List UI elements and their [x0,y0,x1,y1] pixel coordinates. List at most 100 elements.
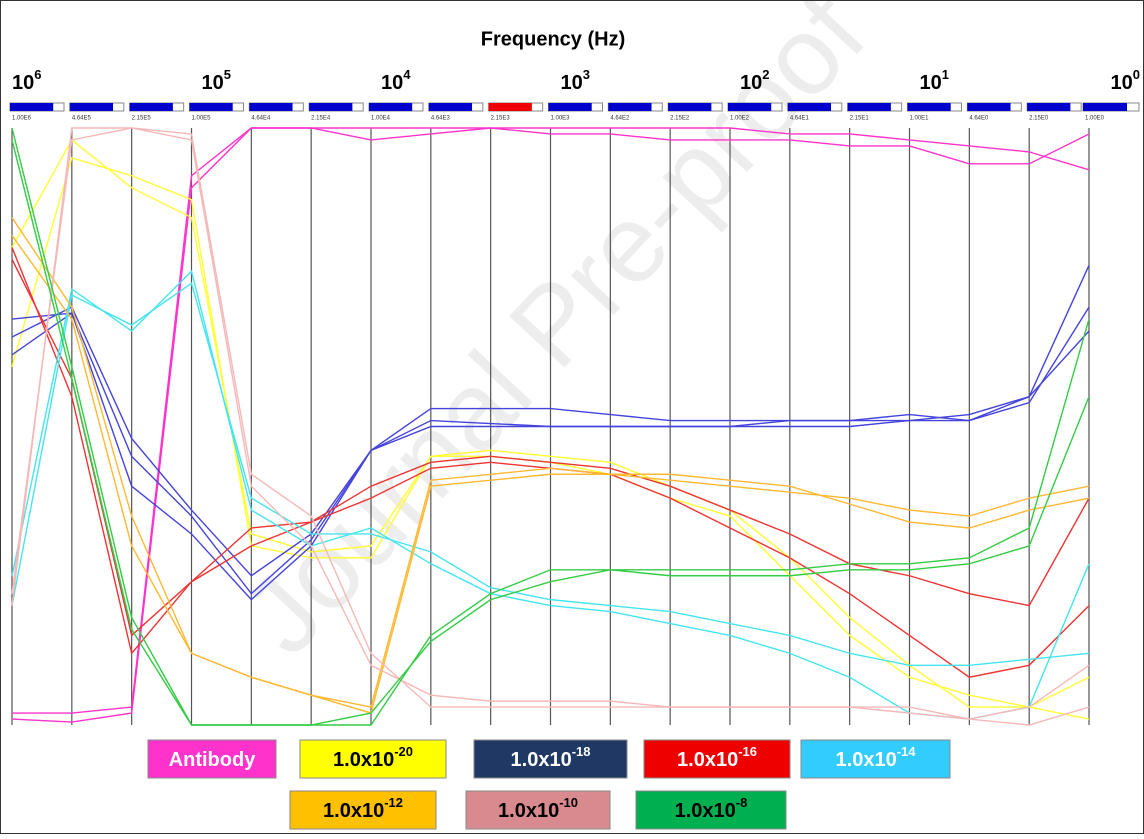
legend-base: 1.0x10 [675,800,736,822]
legend-label: 1.0x10-10 [498,795,578,822]
axis-label: 1.00E4 [371,116,391,122]
decade-base: 10 [1111,72,1133,94]
legend-base: Antibody [169,749,257,771]
axis-slider-fill [847,103,891,111]
legend-base: 1.0x10 [511,749,572,771]
legend-box [643,739,791,779]
legend-label: 1.0x10-18 [511,744,591,771]
data-line [11,127,1090,720]
legend-box [473,739,628,779]
legend-box [800,739,951,779]
decade-exp: 2 [762,67,769,82]
axis-slider-fill [428,103,473,111]
axis-label: 4.64E3 [431,116,451,122]
axis-slider-fill [787,103,832,111]
legend-base: 1.0x10 [677,749,738,771]
axis-slider-fill [309,103,353,111]
legend-label: 1.0x10-8 [675,795,748,822]
legend-label: 1.0x10-12 [323,795,403,822]
decade-base: 10 [12,72,34,94]
decade-exp: 4 [403,67,411,82]
axis-slider-fill [249,103,293,111]
decade-exp: 5 [224,67,231,82]
axis-label: 2.15E5 [132,116,152,122]
axis-slider-fill [548,103,592,111]
axis-label: 4.64E4 [251,116,271,122]
axis-label: 4.64E0 [969,116,989,122]
data-line [11,139,1090,726]
axis-slider-fill [1083,103,1127,111]
data-line [11,127,1090,723]
legend-exp: -12 [384,795,403,810]
legend-base: 1.0x10 [836,749,897,771]
decade-label: 105 [202,67,231,94]
axis-slider-fill [10,103,54,111]
axis-label: 2.15E1 [850,116,870,122]
axis-slider-fill [967,103,1011,111]
legend-box [299,739,447,779]
decade-label: 101 [920,67,949,94]
axis-label: 1.00E0 [1085,116,1105,122]
data-line [11,282,1090,666]
axis-slider-fill [668,103,712,111]
legend-exp: -14 [897,744,917,759]
legend-label: 1.0x10-14 [836,744,917,771]
axis-slider-fill [608,103,652,111]
legend-box [635,790,787,830]
legend-label: Antibody [169,749,257,771]
axis-label: 1.00E2 [730,116,750,122]
axis-label: 2.15E4 [311,116,331,122]
axis-slider-fill [69,103,114,111]
data-line [11,127,1090,726]
decade-base: 10 [561,72,583,94]
decade-label: 103 [561,67,590,94]
axis-label: 2.15E2 [670,116,690,122]
data-line [12,127,1090,714]
legend-base: 1.0x10 [498,800,559,822]
legend-label: 1.0x10-16 [677,744,757,771]
decade-label: 102 [740,67,769,94]
decade-label: 106 [12,67,41,94]
axis-label: 4.64E2 [610,116,630,122]
axis-label: 2.15E0 [1029,116,1049,122]
axis-slider-fill [369,103,413,111]
axis-label: 2.15E3 [491,116,511,122]
legend-exp: -20 [394,744,413,759]
legend-box [465,790,611,830]
decade-exp: 1 [942,67,949,82]
decade-label: 104 [381,67,411,94]
axis-slider-fill [189,103,233,111]
axis-slider-fill [1027,103,1071,111]
axis-label: 4.64E5 [72,116,92,122]
chart-title: Frequency (Hz) [481,28,625,50]
decade-base: 10 [381,72,403,94]
axis-slider-fill [907,103,951,111]
legend-exp: -10 [559,795,578,810]
axis-slider-fill [129,103,173,111]
decade-exp: 0 [1133,67,1140,82]
decade-base: 10 [740,72,762,94]
legend-exp: -8 [736,795,748,810]
legend-box [289,790,437,830]
legend-exp: -16 [738,744,757,759]
legend-exp: -18 [572,744,591,759]
legend-base: 1.0x10 [323,800,384,822]
decade-label: 100 [1111,67,1140,94]
legend-base: 1.0x10 [333,749,394,771]
legend-box [147,739,277,779]
axis-label: 1.00E3 [551,116,571,122]
axis-label: 1.00E5 [192,116,212,122]
decade-base: 10 [920,72,942,94]
data-line [11,235,1090,714]
decade-base: 10 [202,72,224,94]
axis-label: 4.64E1 [790,116,810,122]
axis-slider-fill [488,103,532,111]
axis-slider-fill [728,103,772,111]
legend-label: 1.0x10-20 [333,744,413,771]
decade-exp: 3 [583,67,590,82]
data-line [11,265,1090,595]
axis-label: 1.00E6 [12,116,32,122]
axis-label: 1.00E1 [910,116,930,122]
